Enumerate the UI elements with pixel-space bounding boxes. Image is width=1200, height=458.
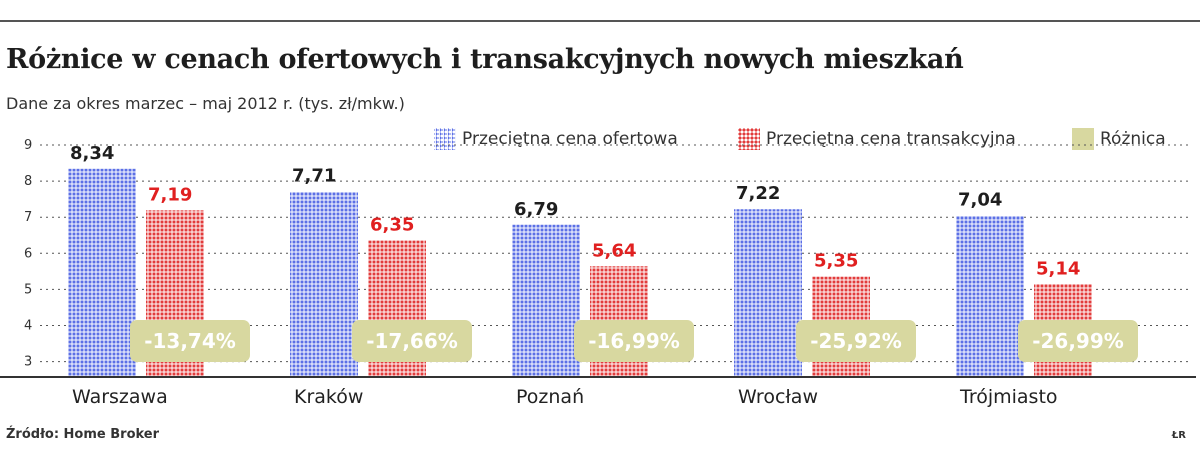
y-tick-label: 7 xyxy=(24,210,32,225)
badge-difference-2 xyxy=(574,320,694,362)
offer-value-label: 8,34 xyxy=(70,143,114,164)
offer-value-label: 7,22 xyxy=(736,183,780,204)
transaction-value-label: 5,14 xyxy=(1036,258,1080,279)
category-label: Trójmiasto xyxy=(959,386,1058,408)
bar-offer-3 xyxy=(734,209,802,376)
difference-value-label: -16,99% xyxy=(588,329,680,353)
bar-offer-4 xyxy=(956,215,1024,376)
category-label: Poznań xyxy=(516,386,584,408)
y-tick-label: 8 xyxy=(24,174,32,189)
legend-item-difference: Różnica xyxy=(1072,128,1166,150)
chart-subtitle: Dane za okres marzec – maj 2012 r. (tys.… xyxy=(6,94,405,113)
transaction-value-label: 6,35 xyxy=(370,215,414,236)
bar-offer-0 xyxy=(68,168,136,376)
author-credit: ŁR xyxy=(1171,430,1186,441)
legend-swatch-difference xyxy=(1072,128,1094,150)
bar-offer-2 xyxy=(512,224,580,376)
category-label: Wrocław xyxy=(738,386,818,408)
offer-value-label: 6,79 xyxy=(514,199,558,220)
legend-label-offer: Przeciętna cena ofertowa xyxy=(462,129,678,149)
legend-label-difference: Różnica xyxy=(1100,129,1166,149)
offer-value-label: 7,04 xyxy=(958,190,1002,211)
legend-item-offer: Przeciętna cena ofertowa xyxy=(434,128,678,150)
badge-difference-3 xyxy=(796,320,916,362)
y-tick-label: 6 xyxy=(24,246,32,261)
y-tick-label: 9 xyxy=(24,138,32,153)
top-rule xyxy=(0,20,1200,22)
difference-value-label: -13,74% xyxy=(144,329,236,353)
difference-value-label: -25,92% xyxy=(810,329,902,353)
transaction-value-label: 5,64 xyxy=(592,240,636,261)
difference-value-label: -26,99% xyxy=(1032,329,1124,353)
y-tick-label: 3 xyxy=(24,355,32,370)
chart-title: Różnice w cenach ofertowych i transakcyj… xyxy=(6,44,964,75)
badge-difference-0 xyxy=(130,320,250,362)
bar-offer-1 xyxy=(290,191,358,376)
badge-difference-4 xyxy=(1018,320,1138,362)
source-note: Źródło: Home Broker xyxy=(6,427,160,442)
legend-swatch-offer xyxy=(434,128,456,150)
y-tick-label: 5 xyxy=(24,282,32,297)
transaction-value-label: 5,35 xyxy=(814,251,858,272)
legend-label-transaction: Przeciętna cena transakcyjna xyxy=(766,129,1016,149)
y-tick-label: 4 xyxy=(24,318,32,333)
category-label: Kraków xyxy=(294,386,363,408)
category-label: Warszawa xyxy=(72,386,168,408)
difference-value-label: -17,66% xyxy=(366,329,458,353)
transaction-value-label: 7,19 xyxy=(148,184,192,205)
badge-difference-1 xyxy=(352,320,472,362)
offer-value-label: 7,71 xyxy=(292,166,336,187)
